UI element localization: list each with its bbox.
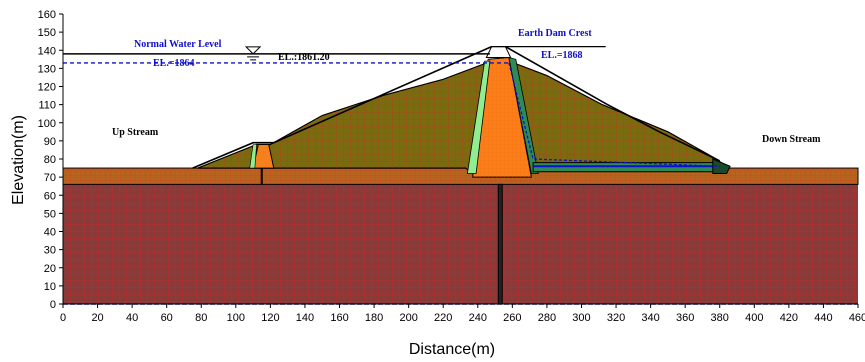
y-tick-label: 30 <box>44 245 56 257</box>
x-tick-label: 420 <box>780 312 798 324</box>
x-tick-label: 400 <box>745 312 763 324</box>
y-tick-label: 0 <box>50 299 56 311</box>
cofferdam-filter <box>249 144 257 169</box>
x-tick-label: 140 <box>296 312 314 324</box>
upstream-slope-line <box>192 45 492 169</box>
x-tick-label: 200 <box>399 312 417 324</box>
dam-body <box>197 46 731 305</box>
x-tick-label: 260 <box>503 312 521 324</box>
x-tick-label: 460 <box>849 312 865 324</box>
x-tick-label: 160 <box>330 312 348 324</box>
el-1864-label: EL.=1864 <box>153 58 195 69</box>
x-tick-label: 120 <box>261 312 279 324</box>
normal-water-level-label: Normal Water Level <box>134 39 222 50</box>
x-tick-label: 300 <box>572 312 590 324</box>
x-tick-label: 340 <box>641 312 659 324</box>
y-tick-label: 60 <box>44 190 56 202</box>
x-tick-label: 240 <box>469 312 487 324</box>
y-tick-label: 20 <box>44 263 56 275</box>
y-axis-title: Elevation(m) <box>10 115 27 205</box>
x-tick-label: 360 <box>676 312 694 324</box>
y-tick-label: 40 <box>44 227 56 239</box>
y-tick-label: 70 <box>44 172 56 184</box>
y-tick-label: 90 <box>44 136 56 148</box>
y-tick-label: 130 <box>38 63 56 75</box>
x-tick-label: 40 <box>126 312 138 324</box>
y-tick-label: 10 <box>44 281 56 293</box>
y-tick-label: 100 <box>38 118 56 130</box>
x-tick-label: 100 <box>227 312 245 324</box>
x-tick-label: 180 <box>365 312 383 324</box>
upstream-label: Up Stream <box>112 127 159 138</box>
water-elevation-label: EL.:1861.20 <box>278 52 330 63</box>
seepage-line <box>508 62 720 167</box>
cutoff-wall <box>497 183 503 305</box>
x-tick-label: 380 <box>711 312 729 324</box>
y-tick-label: 140 <box>38 45 56 57</box>
shell-mesh <box>197 61 729 178</box>
y-tick-label: 50 <box>44 208 56 220</box>
x-tick-label: 20 <box>91 312 103 324</box>
x-tick-label: 0 <box>60 312 66 324</box>
y-tick-label: 110 <box>38 100 56 112</box>
downstream-filter <box>508 56 539 174</box>
y-tick-label: 150 <box>38 27 56 39</box>
x-tick-label: 220 <box>434 312 452 324</box>
x-tick-label: 280 <box>538 312 556 324</box>
x-axis-title: Distance(m) <box>409 341 495 358</box>
cofferdam-cutoff <box>260 168 263 185</box>
x-tick-label: 80 <box>195 312 207 324</box>
x-tick-label: 60 <box>161 312 173 324</box>
y-tick-label: 160 <box>38 9 56 21</box>
cofferdam-core <box>252 144 275 169</box>
water-triangle-icon <box>244 46 262 55</box>
core-mesh <box>472 57 532 178</box>
x-tick-label: 320 <box>607 312 625 324</box>
downstream-label: Down Stream <box>762 134 821 145</box>
axes: 0 20 40 60 80 100 120 140 160 180 200 220 240 260 280 3… <box>38 9 865 324</box>
foundation-layer <box>63 184 858 304</box>
y-tick-label: 120 <box>38 82 56 94</box>
x-tick-label: 440 <box>814 312 832 324</box>
upstream-filter <box>466 60 491 174</box>
toe-drain <box>712 158 731 174</box>
y-tick-label: 80 <box>44 154 56 166</box>
el-1868-label: EL.=1868 <box>541 50 583 61</box>
ground-layer <box>62 167 859 185</box>
downstream-slope-line <box>505 45 721 162</box>
crest-label: Earth Dam Crest <box>518 28 592 39</box>
